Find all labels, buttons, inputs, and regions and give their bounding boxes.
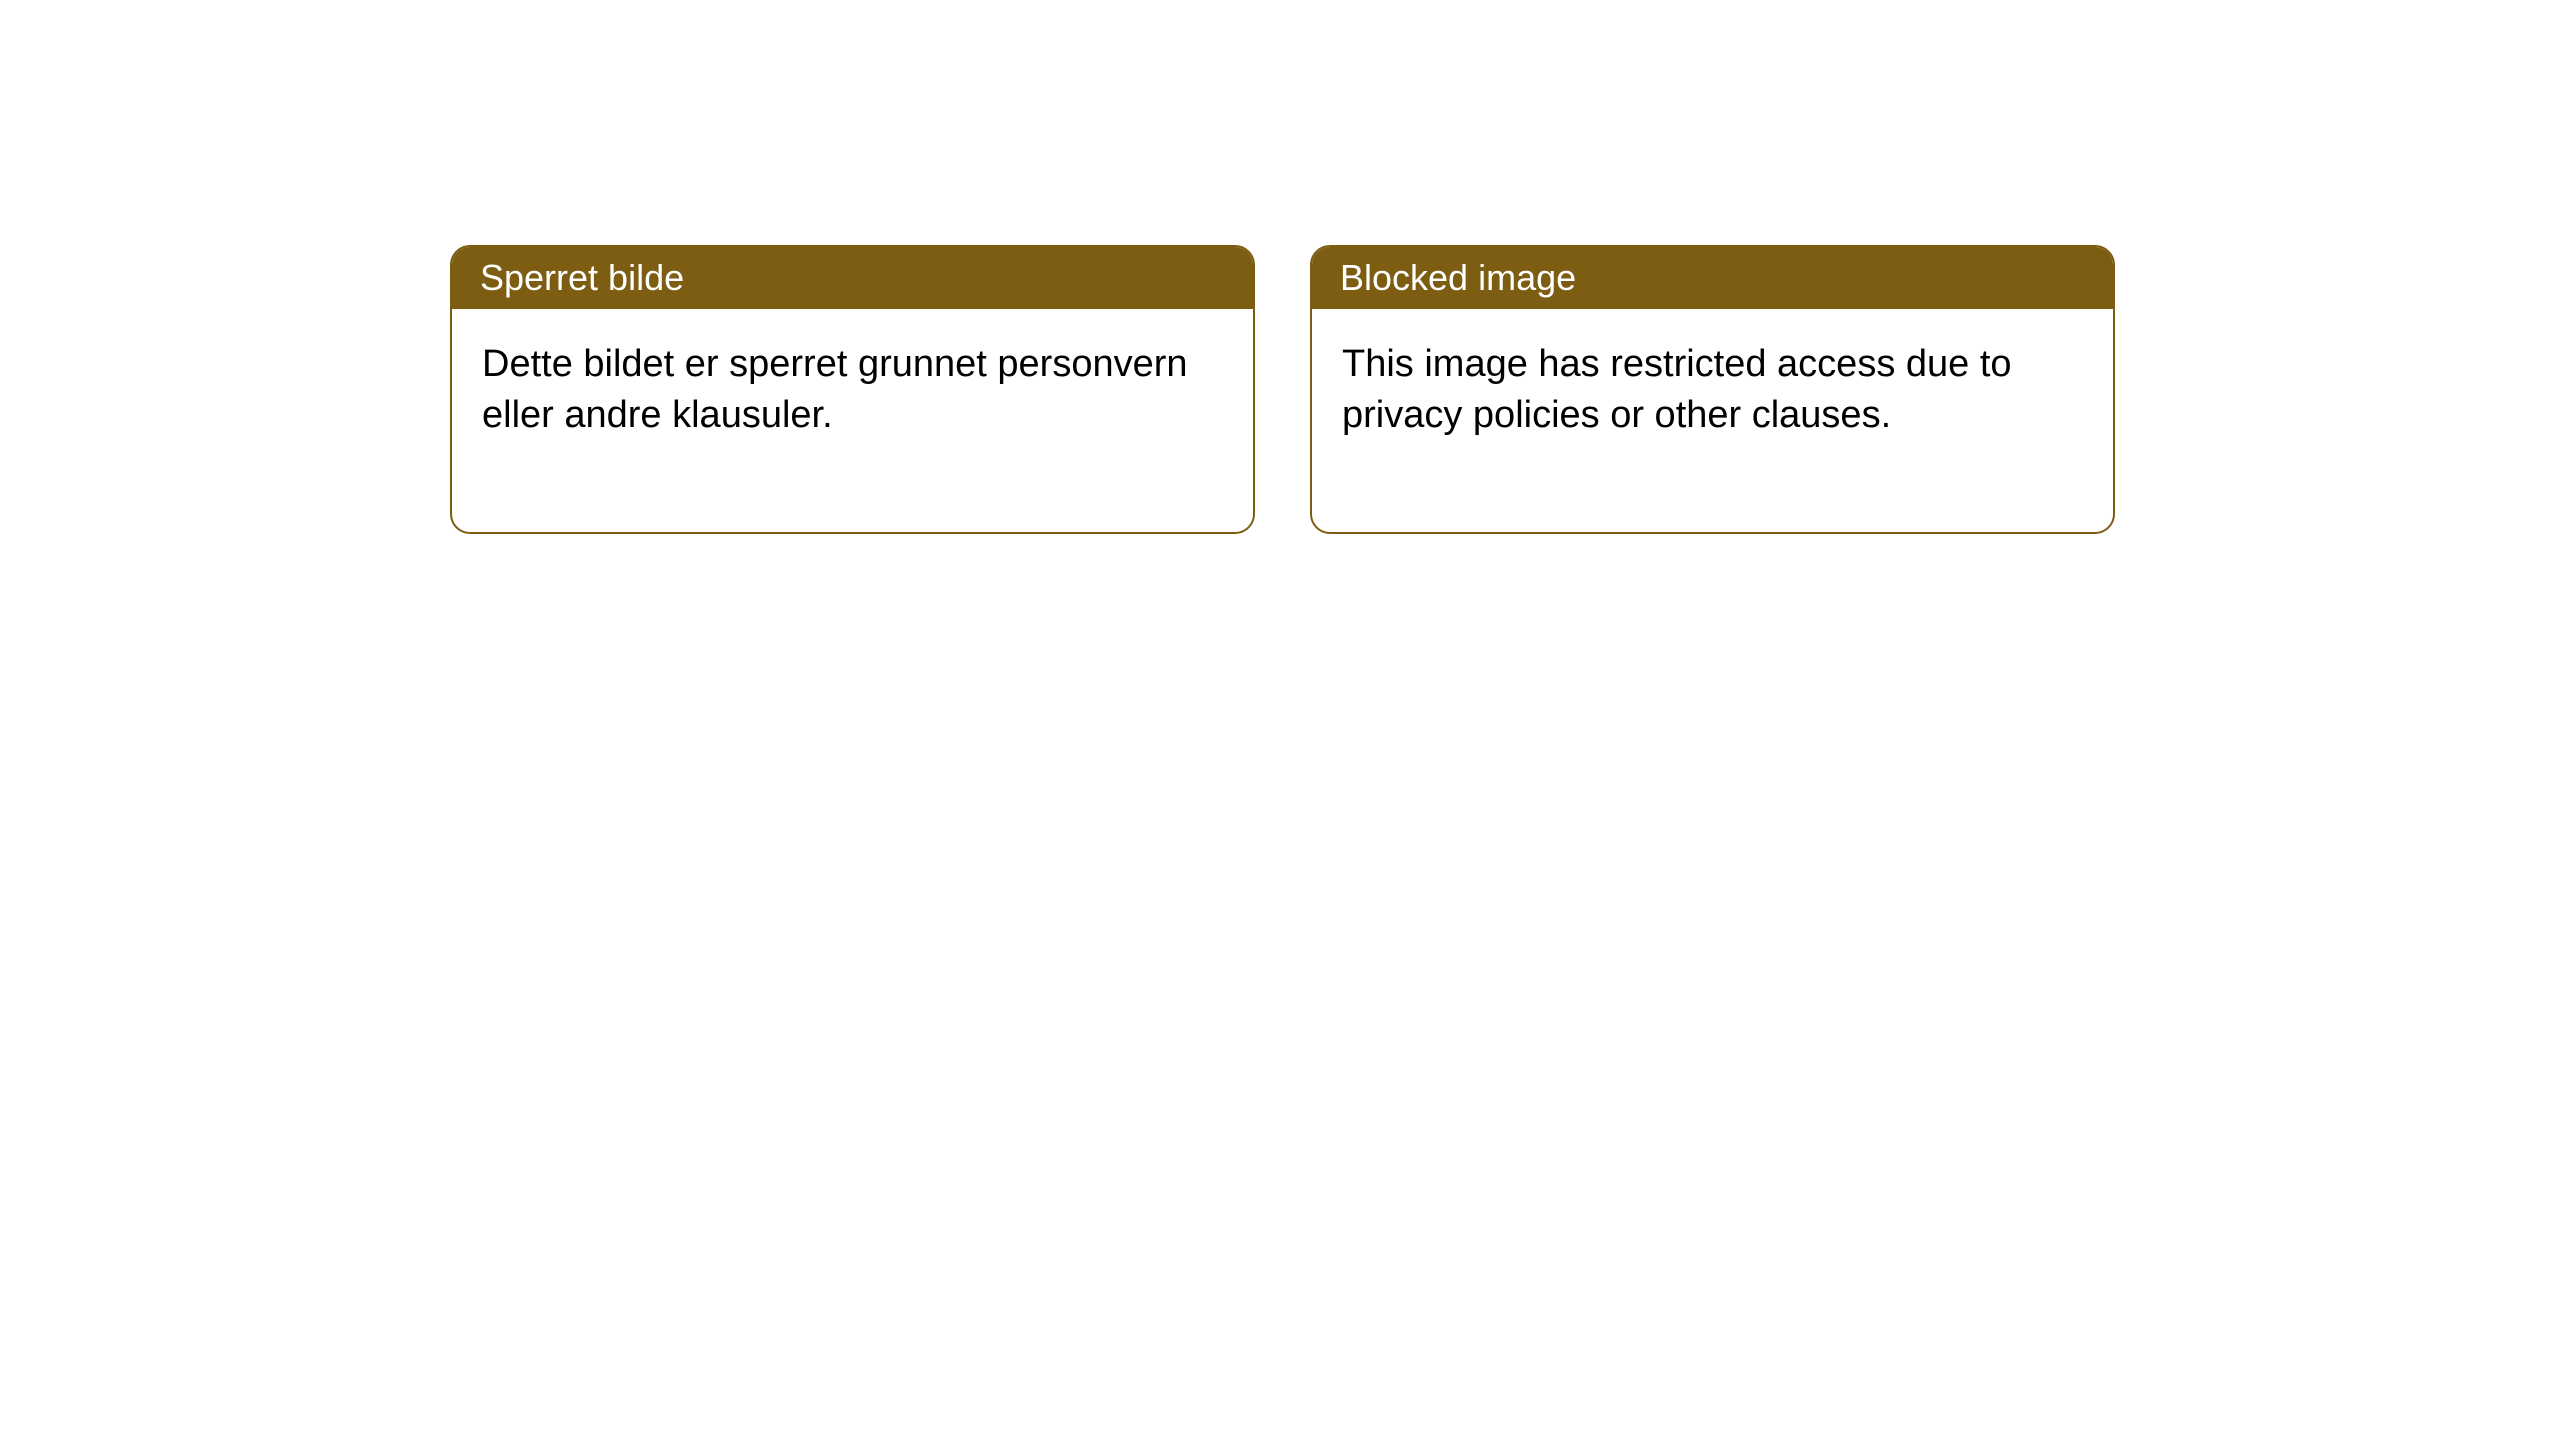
card-body-english: This image has restricted access due to … xyxy=(1312,309,2113,532)
notice-card-container: Sperret bilde Dette bildet er sperret gr… xyxy=(450,245,2115,534)
blocked-image-card-norwegian: Sperret bilde Dette bildet er sperret gr… xyxy=(450,245,1255,534)
card-title-norwegian: Sperret bilde xyxy=(452,247,1253,309)
card-body-norwegian: Dette bildet er sperret grunnet personve… xyxy=(452,309,1253,532)
blocked-image-card-english: Blocked image This image has restricted … xyxy=(1310,245,2115,534)
card-title-english: Blocked image xyxy=(1312,247,2113,309)
